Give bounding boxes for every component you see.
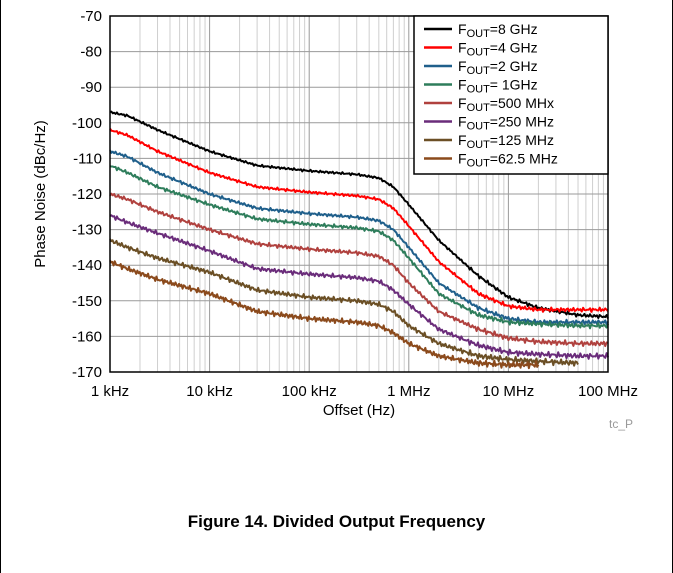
series-line [109,165,609,330]
figure-caption: Figure 14. Divided Output Frequency [187,512,486,531]
x-tick-label: 100 kHz [282,383,337,400]
x-tick-label: 10 kHz [186,383,233,400]
y-tick-label: -110 [73,150,102,167]
series-line [109,110,609,320]
legend-label: FOUT= 1GHz [458,77,538,96]
series-line [109,192,609,348]
figure-tag: tc_P [609,417,633,431]
y-axis-title: Phase Noise (dBc/Hz) [32,120,49,268]
x-tick-label: 100 MHz [578,383,638,400]
series-lines [109,110,609,370]
series-line [109,149,609,326]
legend-label: FOUT=500 MHx [458,95,554,114]
x-tick-label: 10 MHz [483,383,535,400]
y-axis-ticks: -70 -80 -90 -100 -110 -120 -130 -140 -150 -160 -17… [72,8,102,381]
legend-label: FOUT=62.5 MHz [458,151,558,170]
y-tick-label: -160 [72,328,102,345]
series-line [109,214,609,360]
y-tick-label: -140 [72,257,102,274]
x-axis-ticks: 1 kHz 10 kHz 100 kHz 1 MHz 10 MHz 100 MHz [91,383,638,400]
legend-box [413,15,609,175]
y-tick-label: -130 [72,222,102,239]
y-tick-label: -70 [80,8,102,25]
x-tick-label: 1 MHz [387,383,430,400]
series-line [109,259,540,370]
legend-label: FOUT=8 GHz [458,21,538,40]
x-axis-title: Offset (Hz) [323,402,395,419]
y-tick-label: -100 [72,115,102,132]
plot-area-border [109,15,609,373]
y-tick-label: -80 [80,44,102,61]
legend-label: FOUT=2 GHz [458,58,538,77]
page-border-left [0,0,1,573]
legend-label: FOUT=4 GHz [458,40,538,59]
y-tick-label: -90 [80,79,102,96]
y-tick-label: -120 [72,186,102,203]
y-tick-label: -170 [72,364,102,381]
legend-label: FOUT=125 MHz [458,132,554,151]
y-tick-label: -150 [72,293,102,310]
series-line [109,238,579,367]
x-tick-label: 1 kHz [91,383,129,400]
series-line [109,128,609,313]
legend-label: FOUT=250 MHz [458,114,554,133]
